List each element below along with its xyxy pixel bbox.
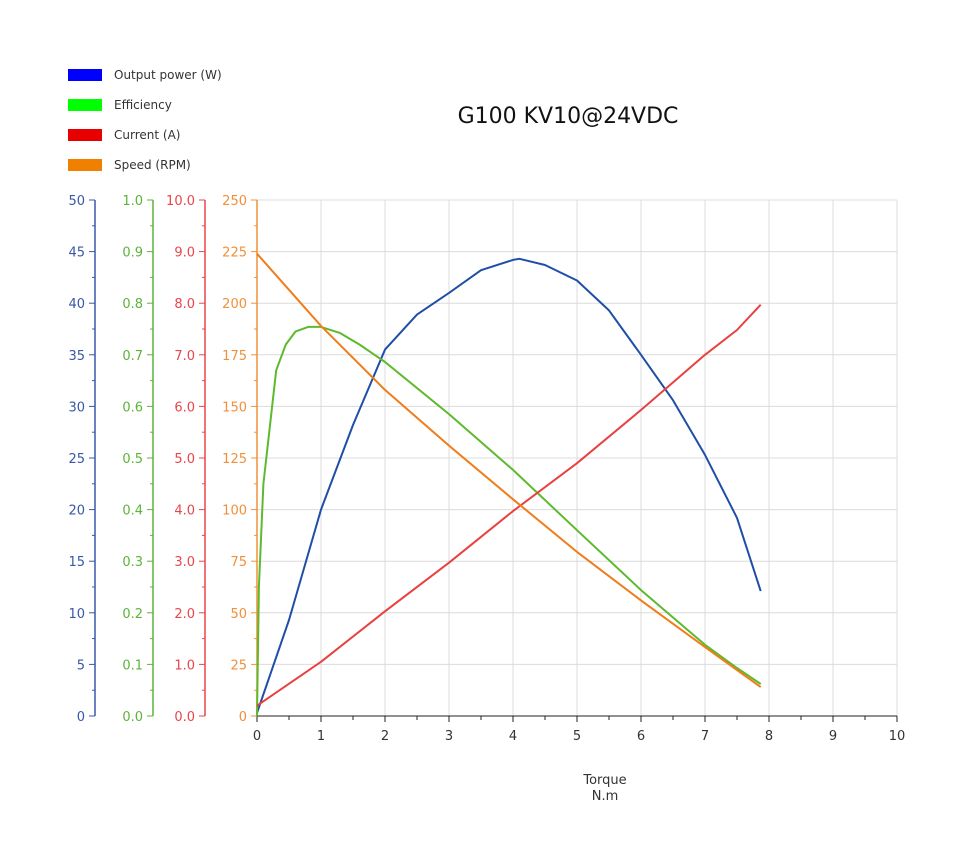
legend-swatch (68, 69, 102, 81)
legend-item-output-power: Output power (W) (68, 68, 222, 82)
y-tick-label: 5 (77, 658, 85, 673)
y-tick-label: 0.8 (122, 297, 143, 312)
y-tick-label: 0.2 (122, 607, 143, 622)
y-tick-label: 0.0 (122, 710, 143, 725)
x-tick-label: 0 (253, 729, 261, 744)
y-tick-label: 0.0 (174, 710, 195, 725)
y-tick-label: 40 (68, 297, 85, 312)
y-tick-label: 45 (68, 246, 85, 261)
y-tick-label: 150 (222, 400, 247, 415)
y-tick-label: 9.0 (174, 246, 195, 261)
x-axis-label: Torque (582, 773, 626, 788)
legend-label: Speed (RPM) (114, 158, 191, 172)
y-tick-label: 200 (222, 297, 247, 312)
y-tick-label: 10.0 (166, 194, 195, 209)
legend-item-speed: Speed (RPM) (68, 158, 191, 172)
x-tick-label: 4 (509, 729, 517, 744)
y-tick-label: 175 (222, 349, 247, 364)
y-tick-label: 2.0 (174, 607, 195, 622)
y-tick-label: 1.0 (174, 658, 195, 673)
y-tick-label: 7.0 (174, 349, 195, 364)
x-tick-label: 9 (829, 729, 837, 744)
y-tick-label: 15 (68, 555, 85, 570)
series-line-efficiency (256, 325, 762, 717)
y-tick-label: 5.0 (174, 452, 195, 467)
y-tick-label: 6.0 (174, 400, 195, 415)
y-tick-label: 0 (239, 710, 247, 725)
y-tick-label: 75 (230, 555, 247, 570)
y-tick-label: 100 (222, 504, 247, 519)
x-tick-label: 5 (573, 729, 581, 744)
y-tick-label: 1.0 (122, 194, 143, 209)
legend-label: Output power (W) (114, 68, 222, 82)
y-tick-label: 0.9 (122, 246, 143, 261)
y-tick-label: 35 (68, 349, 85, 364)
y-tick-label: 250 (222, 194, 247, 209)
y-tick-label: 0.5 (122, 452, 143, 467)
y-tick-label: 125 (222, 452, 247, 467)
series-line-output-power-w (256, 257, 762, 714)
y-tick-label: 0 (77, 710, 85, 725)
y-tick-label: 50 (68, 194, 85, 209)
y-tick-label: 0.4 (122, 504, 143, 519)
legend-label: Efficiency (114, 98, 172, 112)
series-line-speed-rpm (256, 253, 762, 688)
legend-swatch (68, 159, 102, 171)
x-tick-label: 10 (889, 729, 906, 744)
y-tick-label: 25 (230, 658, 247, 673)
chart-title: G100 KV10@24VDC (457, 104, 679, 129)
y-tick-label: 25 (68, 452, 85, 467)
x-tick-label: 8 (765, 729, 773, 744)
series-line-current-a (256, 304, 762, 707)
y-tick-label: 0.7 (122, 349, 143, 364)
y-tick-label: 20 (68, 504, 85, 519)
y-tick-label: 0.3 (122, 555, 143, 570)
x-tick-label: 3 (445, 729, 453, 744)
y-tick-label: 4.0 (174, 504, 195, 519)
x-axis-unit: N.m (592, 789, 619, 804)
x-tick-label: 1 (317, 729, 325, 744)
y-tick-label: 8.0 (174, 297, 195, 312)
y-tick-label: 10 (68, 607, 85, 622)
x-tick-label: 6 (637, 729, 645, 744)
legend-label: Current (A) (114, 128, 181, 142)
x-tick-label: 7 (701, 729, 709, 744)
y-tick-label: 225 (222, 246, 247, 261)
y-tick-label: 30 (68, 400, 85, 415)
y-tick-label: 0.6 (122, 400, 143, 415)
y-tick-label: 3.0 (174, 555, 195, 570)
legend-swatch (68, 99, 102, 111)
legend-swatch (68, 129, 102, 141)
legend-item-current: Current (A) (68, 128, 180, 142)
x-tick-label: 2 (381, 729, 389, 744)
y-tick-label: 50 (230, 607, 247, 622)
legend-item-efficiency: Efficiency (68, 98, 172, 112)
y-tick-label: 0.1 (122, 658, 143, 673)
